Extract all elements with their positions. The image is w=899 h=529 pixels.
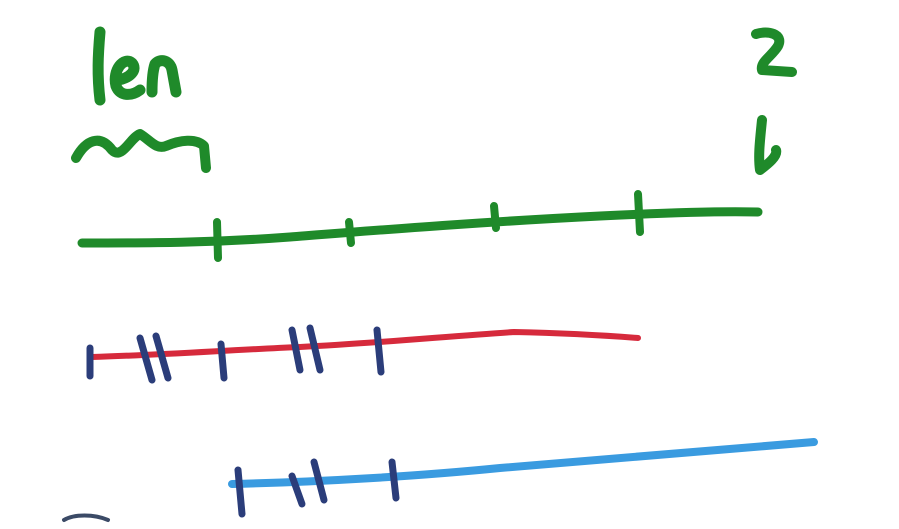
red-tick	[288, 326, 304, 374]
blue-tick	[388, 458, 400, 502]
green-tick	[345, 218, 355, 247]
red-line-group	[86, 324, 641, 384]
label-stroke-l	[92, 26, 106, 106]
red-tick	[136, 334, 156, 384]
red-tick	[306, 324, 324, 374]
blue-tick	[234, 466, 246, 518]
green-tick	[634, 190, 644, 236]
red-line	[89, 329, 641, 360]
green-line-group	[77, 190, 763, 262]
green-tick	[490, 202, 500, 232]
label-stroke-e	[109, 55, 146, 100]
partial-mark	[62, 513, 110, 522]
label-stroke-b	[754, 115, 782, 175]
label-stroke-2	[751, 27, 797, 77]
label-stroke-n	[146, 55, 182, 98]
right-handwritten-label: 2 b	[751, 27, 797, 175]
red-tick	[373, 326, 385, 376]
blue-tick	[310, 458, 328, 504]
blue-tick	[288, 472, 306, 508]
green-tick	[213, 218, 222, 262]
left-handwritten-label: len	[71, 26, 211, 173]
red-tick	[217, 340, 228, 382]
blue-line-group	[228, 438, 818, 518]
green-line	[77, 207, 763, 248]
label-brace	[71, 129, 211, 173]
red-tick	[152, 332, 172, 382]
